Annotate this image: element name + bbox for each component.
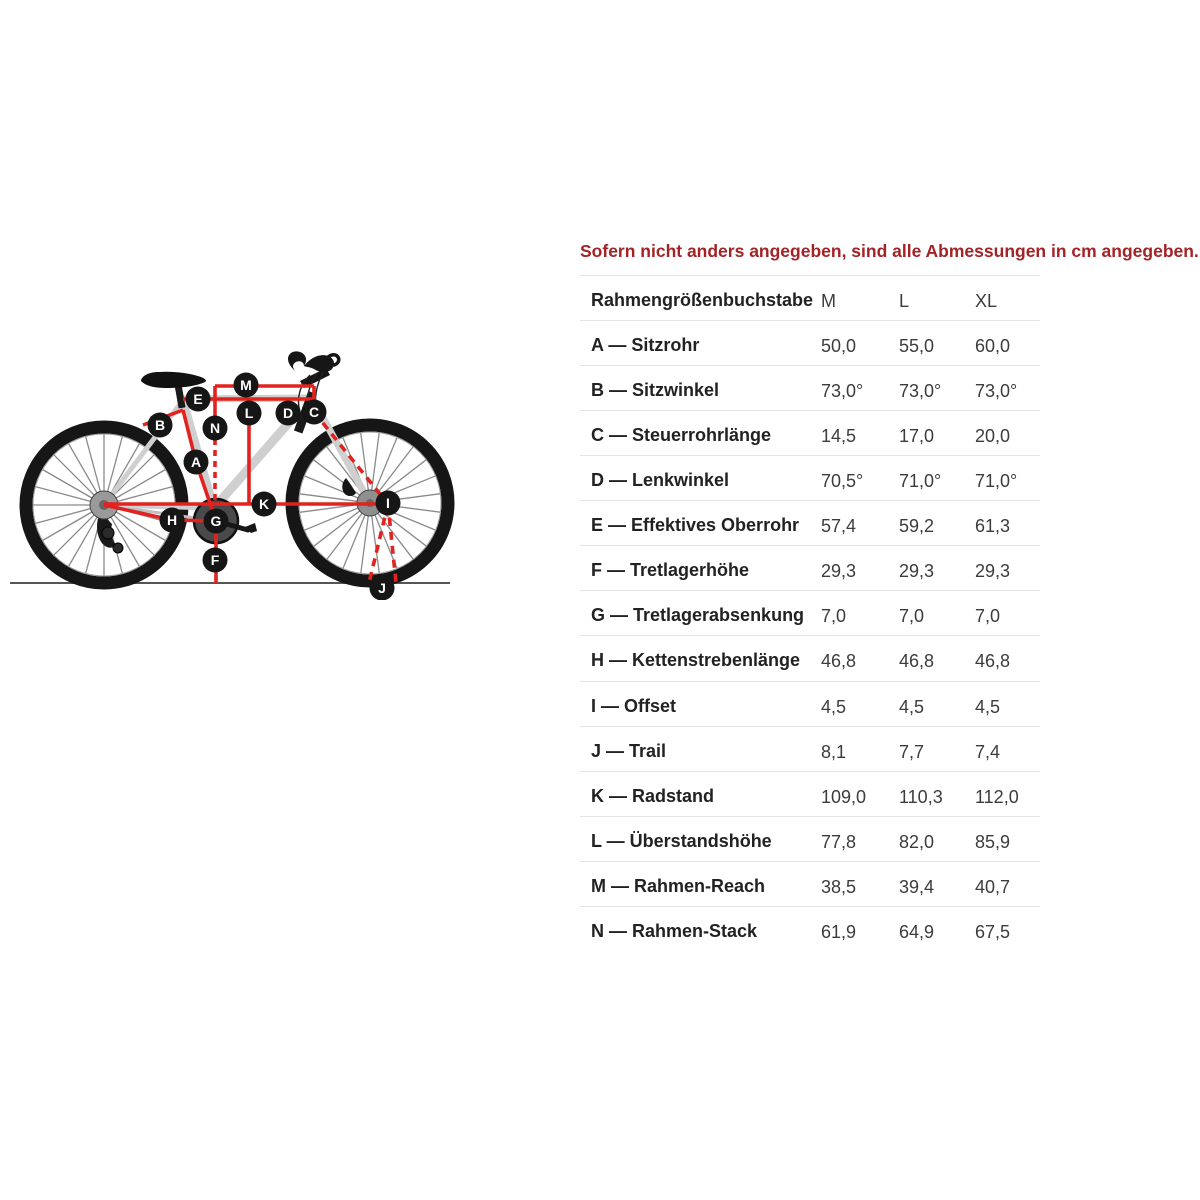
svg-text:G: G (211, 513, 222, 529)
svg-text:L: L (245, 405, 254, 421)
svg-text:F: F (211, 552, 220, 568)
svg-text:C: C (309, 404, 319, 420)
svg-text:N: N (210, 420, 220, 436)
svg-text:E: E (193, 391, 202, 407)
svg-text:I: I (386, 495, 390, 511)
svg-text:J: J (378, 580, 386, 596)
svg-text:D: D (283, 405, 293, 421)
svg-text:B: B (155, 417, 165, 433)
svg-text:H: H (167, 512, 177, 528)
svg-text:K: K (259, 496, 269, 512)
svg-text:A: A (191, 454, 201, 470)
svg-text:M: M (240, 377, 252, 393)
